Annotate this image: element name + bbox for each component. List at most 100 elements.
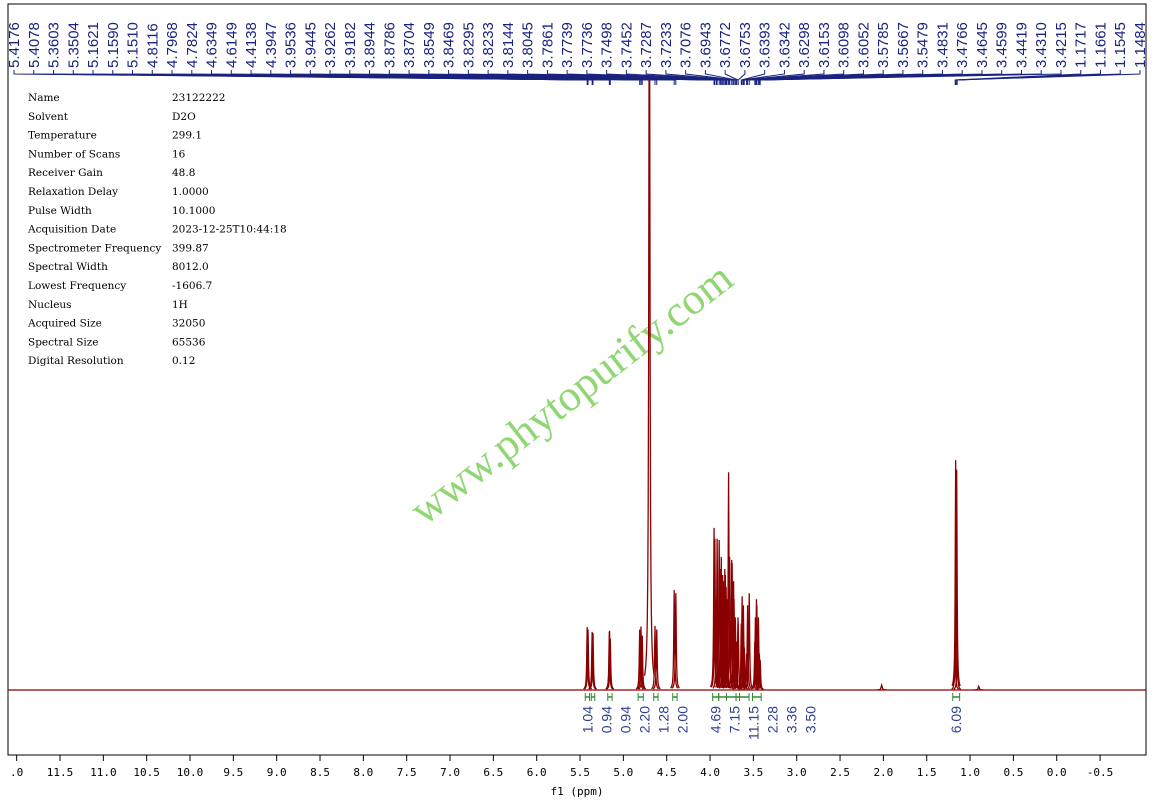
peak-label: 3.8045 bbox=[520, 22, 537, 68]
peak bbox=[635, 629, 644, 690]
peak-label: 1.1661 bbox=[1092, 22, 1109, 68]
peak-label: 3.9536 bbox=[283, 22, 300, 68]
x-tick-label: 4.0 bbox=[700, 766, 720, 779]
peak-label: 3.6298 bbox=[796, 22, 813, 68]
peak-label: 3.4310 bbox=[1033, 22, 1050, 68]
integral-label: 6.09 bbox=[948, 706, 964, 733]
peak bbox=[643, 80, 655, 676]
peak bbox=[671, 593, 680, 689]
peak-leader bbox=[737, 70, 746, 85]
peak bbox=[952, 469, 961, 687]
param-value: 10.1000 bbox=[172, 205, 215, 217]
peak-label: 3.4419 bbox=[1013, 22, 1030, 68]
peak-label: 3.8549 bbox=[421, 22, 438, 68]
param-label: Solvent bbox=[28, 111, 69, 123]
x-tick-label: -0.5 bbox=[1087, 766, 1114, 779]
param-label: Acquisition Date bbox=[27, 224, 116, 236]
x-tick-label: 9.5 bbox=[223, 766, 243, 779]
x-tick-label: 4.5 bbox=[657, 766, 677, 779]
peak bbox=[973, 684, 984, 691]
integral-label: 3.50 bbox=[803, 706, 819, 733]
param-value: 2023-12-25T10:44:18 bbox=[172, 224, 287, 236]
peak-leader bbox=[665, 70, 735, 85]
peak-label: 3.5785 bbox=[875, 22, 892, 68]
peak bbox=[606, 638, 615, 690]
peak-label: 4.4138 bbox=[243, 22, 260, 68]
peak-label: 4.3947 bbox=[263, 22, 280, 68]
param-label: Acquired Size bbox=[27, 318, 102, 330]
peak-label: 5.3504 bbox=[65, 22, 82, 68]
param-value: 48.8 bbox=[172, 167, 195, 179]
peak-label: 5.1621 bbox=[85, 22, 102, 68]
peak-label: 4.7824 bbox=[184, 22, 201, 68]
x-axis-label: f1 (ppm) bbox=[551, 785, 604, 798]
param-value: 32050 bbox=[172, 318, 205, 330]
x-tick-label: 10.0 bbox=[177, 766, 204, 779]
peak-label: 4.7968 bbox=[164, 22, 181, 68]
peak-leader bbox=[759, 70, 1062, 85]
x-tick-label: 10.5 bbox=[133, 766, 160, 779]
peak-label: 3.8944 bbox=[362, 22, 379, 68]
x-tick-label: 3.5 bbox=[743, 766, 763, 779]
integral-label: 2.28 bbox=[765, 706, 781, 733]
param-label: Number of Scans bbox=[28, 148, 120, 160]
x-tick-label: 6.5 bbox=[483, 766, 503, 779]
peak bbox=[651, 625, 659, 690]
peak bbox=[876, 682, 887, 691]
peak-label: 3.4599 bbox=[994, 22, 1011, 68]
peak-label: 3.8233 bbox=[480, 22, 497, 68]
x-tick-label: 2.5 bbox=[830, 766, 850, 779]
param-value: 1H bbox=[172, 299, 188, 311]
x-tick-label: 3.0 bbox=[787, 766, 807, 779]
x-tick-label: 6.0 bbox=[527, 766, 547, 779]
peak bbox=[652, 629, 661, 690]
x-tick-label: 1.0 bbox=[960, 766, 980, 779]
peak-label: 5.1590 bbox=[105, 22, 122, 68]
integral-label: 4.69 bbox=[708, 706, 724, 733]
peak-label: 3.9182 bbox=[342, 22, 359, 68]
peak-label: 5.4078 bbox=[26, 22, 43, 68]
peak-label: 3.6153 bbox=[816, 22, 833, 68]
param-label: Receiver Gain bbox=[28, 167, 103, 179]
param-label: Pulse Width bbox=[28, 205, 92, 217]
x-tick-label: 5.0 bbox=[613, 766, 633, 779]
peak-label: 3.7861 bbox=[539, 22, 556, 68]
integral-label: 0.94 bbox=[617, 706, 633, 733]
peak-label: 3.7739 bbox=[559, 22, 576, 68]
integral-label: 1.28 bbox=[655, 706, 671, 733]
watermark: www.phytopurify.com bbox=[400, 253, 742, 535]
param-label: Nucleus bbox=[28, 299, 72, 311]
peak-label: 3.4215 bbox=[1053, 22, 1070, 68]
x-tick-label: 1.5 bbox=[917, 766, 937, 779]
peak-label: 4.6149 bbox=[223, 22, 240, 68]
peak-leader bbox=[625, 70, 733, 85]
peak-label: 3.6342 bbox=[776, 22, 793, 68]
integral-label: 2.20 bbox=[636, 706, 652, 733]
peak-leader bbox=[685, 70, 736, 85]
peak-leader bbox=[741, 70, 805, 85]
peak-leader bbox=[704, 70, 738, 85]
param-label: Lowest Frequency bbox=[28, 280, 126, 292]
x-tick-label: 0.5 bbox=[1003, 766, 1023, 779]
param-value: 1.0000 bbox=[172, 186, 209, 198]
peak-label: 3.8469 bbox=[441, 22, 458, 68]
peak bbox=[953, 647, 962, 690]
integral-label: 1.04 bbox=[579, 706, 595, 733]
peak-label: 5.4176 bbox=[6, 22, 23, 68]
integral-label: 2.00 bbox=[674, 706, 690, 733]
peak-label: 4.6349 bbox=[204, 22, 221, 68]
param-label: Name bbox=[28, 92, 60, 104]
param-value: 399.87 bbox=[172, 242, 209, 254]
param-value: D2O bbox=[172, 111, 196, 123]
param-label: Spectral Width bbox=[28, 261, 108, 273]
peak-label: 3.6772 bbox=[717, 22, 734, 68]
param-label: Temperature bbox=[28, 130, 97, 142]
peak-label: 3.5667 bbox=[895, 22, 912, 68]
param-value: 65536 bbox=[172, 336, 206, 348]
x-tick-label: 2.0 bbox=[873, 766, 893, 779]
x-tick-label: 11.0 bbox=[90, 766, 117, 779]
peak-label: 1.1717 bbox=[1073, 22, 1090, 68]
param-label: Digital Resolution bbox=[28, 355, 124, 367]
integral-label: 0.94 bbox=[598, 706, 614, 733]
